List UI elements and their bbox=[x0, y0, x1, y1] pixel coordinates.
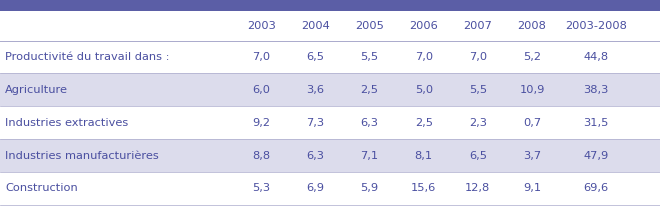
FancyBboxPatch shape bbox=[0, 0, 660, 11]
Text: 2005: 2005 bbox=[355, 21, 384, 31]
Text: 2006: 2006 bbox=[409, 21, 438, 31]
Text: 3,7: 3,7 bbox=[523, 151, 541, 161]
Text: 6,9: 6,9 bbox=[306, 183, 325, 193]
Text: 9,2: 9,2 bbox=[252, 118, 271, 128]
Text: 47,9: 47,9 bbox=[583, 151, 609, 161]
FancyBboxPatch shape bbox=[0, 106, 660, 139]
Text: Industries manufacturières: Industries manufacturières bbox=[5, 151, 159, 161]
Text: 44,8: 44,8 bbox=[583, 52, 609, 62]
Text: 6,5: 6,5 bbox=[469, 151, 487, 161]
Text: 31,5: 31,5 bbox=[583, 118, 609, 128]
Text: 3,6: 3,6 bbox=[306, 85, 325, 95]
Text: 6,5: 6,5 bbox=[306, 52, 325, 62]
FancyBboxPatch shape bbox=[0, 73, 660, 106]
Text: 2003: 2003 bbox=[247, 21, 276, 31]
Text: 6,3: 6,3 bbox=[360, 118, 379, 128]
Text: 2,5: 2,5 bbox=[360, 85, 379, 95]
FancyBboxPatch shape bbox=[0, 139, 660, 172]
Text: 2008: 2008 bbox=[517, 21, 546, 31]
Text: 12,8: 12,8 bbox=[465, 183, 490, 193]
Text: 7,0: 7,0 bbox=[469, 52, 487, 62]
Text: 2003-2008: 2003-2008 bbox=[566, 21, 627, 31]
FancyBboxPatch shape bbox=[0, 41, 660, 73]
Text: 7,0: 7,0 bbox=[414, 52, 433, 62]
Text: 9,1: 9,1 bbox=[523, 183, 541, 193]
Text: 5,5: 5,5 bbox=[469, 85, 487, 95]
Text: 15,6: 15,6 bbox=[411, 183, 436, 193]
Text: 8,1: 8,1 bbox=[414, 151, 433, 161]
Text: Productivité du travail dans :: Productivité du travail dans : bbox=[5, 52, 170, 62]
Text: 5,5: 5,5 bbox=[360, 52, 379, 62]
Text: 6,0: 6,0 bbox=[252, 85, 271, 95]
Text: 2,3: 2,3 bbox=[469, 118, 487, 128]
Text: 2007: 2007 bbox=[463, 21, 492, 31]
Text: 5,9: 5,9 bbox=[360, 183, 379, 193]
Text: 69,6: 69,6 bbox=[583, 183, 609, 193]
Text: Construction: Construction bbox=[5, 183, 78, 193]
Text: 10,9: 10,9 bbox=[519, 85, 544, 95]
Text: 6,3: 6,3 bbox=[306, 151, 325, 161]
Text: 5,0: 5,0 bbox=[414, 85, 433, 95]
FancyBboxPatch shape bbox=[0, 11, 660, 41]
Text: 7,3: 7,3 bbox=[306, 118, 325, 128]
Text: Industries extractives: Industries extractives bbox=[5, 118, 129, 128]
FancyBboxPatch shape bbox=[0, 172, 660, 205]
Text: 2,5: 2,5 bbox=[414, 118, 433, 128]
Text: 7,1: 7,1 bbox=[360, 151, 379, 161]
Text: 2004: 2004 bbox=[301, 21, 330, 31]
Text: 5,3: 5,3 bbox=[252, 183, 271, 193]
Text: Agriculture: Agriculture bbox=[5, 85, 68, 95]
Text: 7,0: 7,0 bbox=[252, 52, 271, 62]
Text: 8,8: 8,8 bbox=[252, 151, 271, 161]
Text: 38,3: 38,3 bbox=[583, 85, 609, 95]
Text: 0,7: 0,7 bbox=[523, 118, 541, 128]
Text: 5,2: 5,2 bbox=[523, 52, 541, 62]
